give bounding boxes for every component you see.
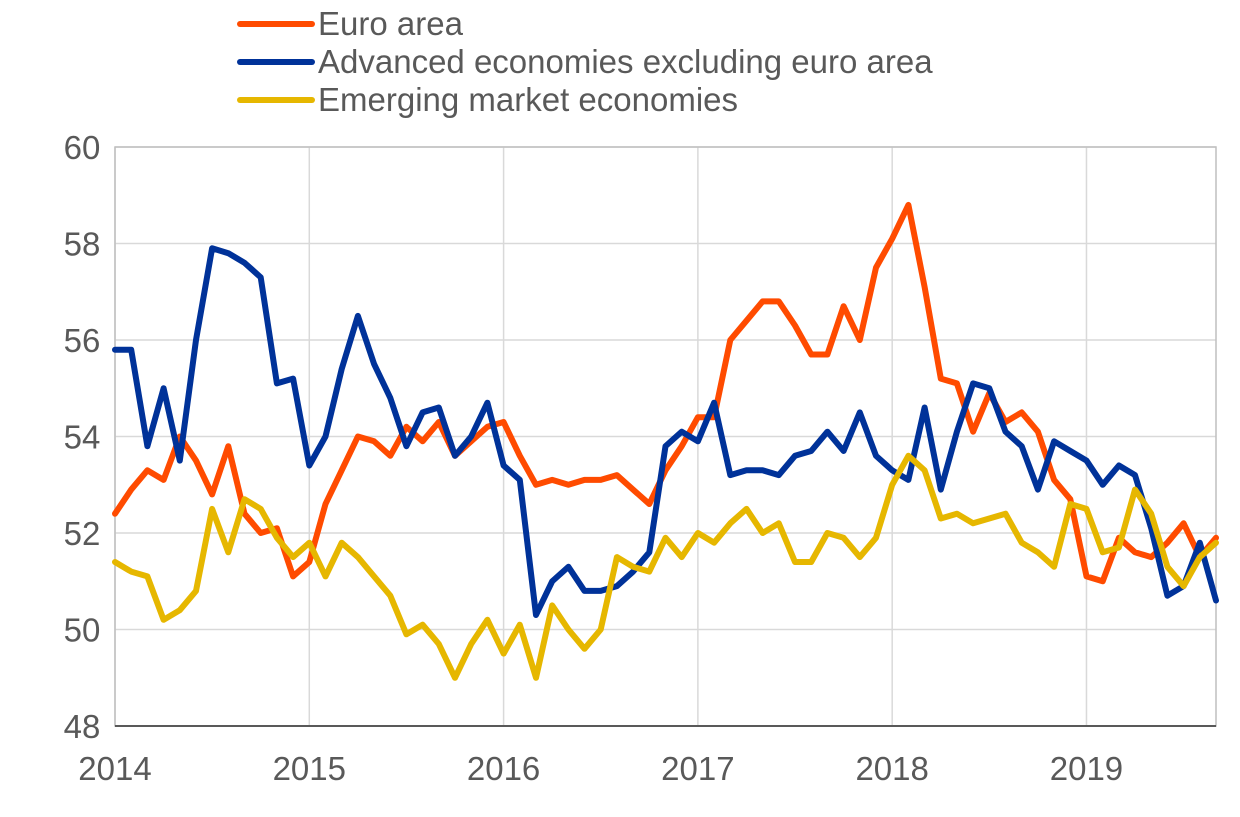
y-tick-label: 52 <box>64 515 101 552</box>
y-tick-label: 48 <box>64 708 101 745</box>
x-tick-label: 2015 <box>273 750 346 787</box>
y-tick-label: 60 <box>64 129 101 166</box>
y-tick-label: 56 <box>64 322 101 359</box>
y-tick-label: 58 <box>64 226 101 263</box>
series-lines <box>112 201 1219 681</box>
x-tick-label: 2019 <box>1050 750 1123 787</box>
y-tick-label: 50 <box>64 612 101 649</box>
legend-label-1: Advanced economies excluding euro area <box>318 43 933 80</box>
chart-gridlines <box>114 146 1216 726</box>
x-tick-label: 2016 <box>467 750 540 787</box>
series-line-2 <box>112 452 1219 681</box>
x-axis-tick-labels: 2014 2015 2016 2017 2018 2019 <box>78 750 1123 787</box>
x-tick-label: 2014 <box>78 750 151 787</box>
series-line-0 <box>112 201 1219 585</box>
x-tick-label: 2017 <box>661 750 734 787</box>
y-axis-tick-labels: 48 50 52 54 56 58 60 <box>64 129 101 745</box>
x-tick-label: 2018 <box>855 750 928 787</box>
legend-label-0: Euro area <box>318 5 464 42</box>
y-tick-label: 54 <box>64 419 101 456</box>
legend-label-2: Emerging market economies <box>318 81 738 118</box>
series-line-1 <box>112 245 1219 618</box>
